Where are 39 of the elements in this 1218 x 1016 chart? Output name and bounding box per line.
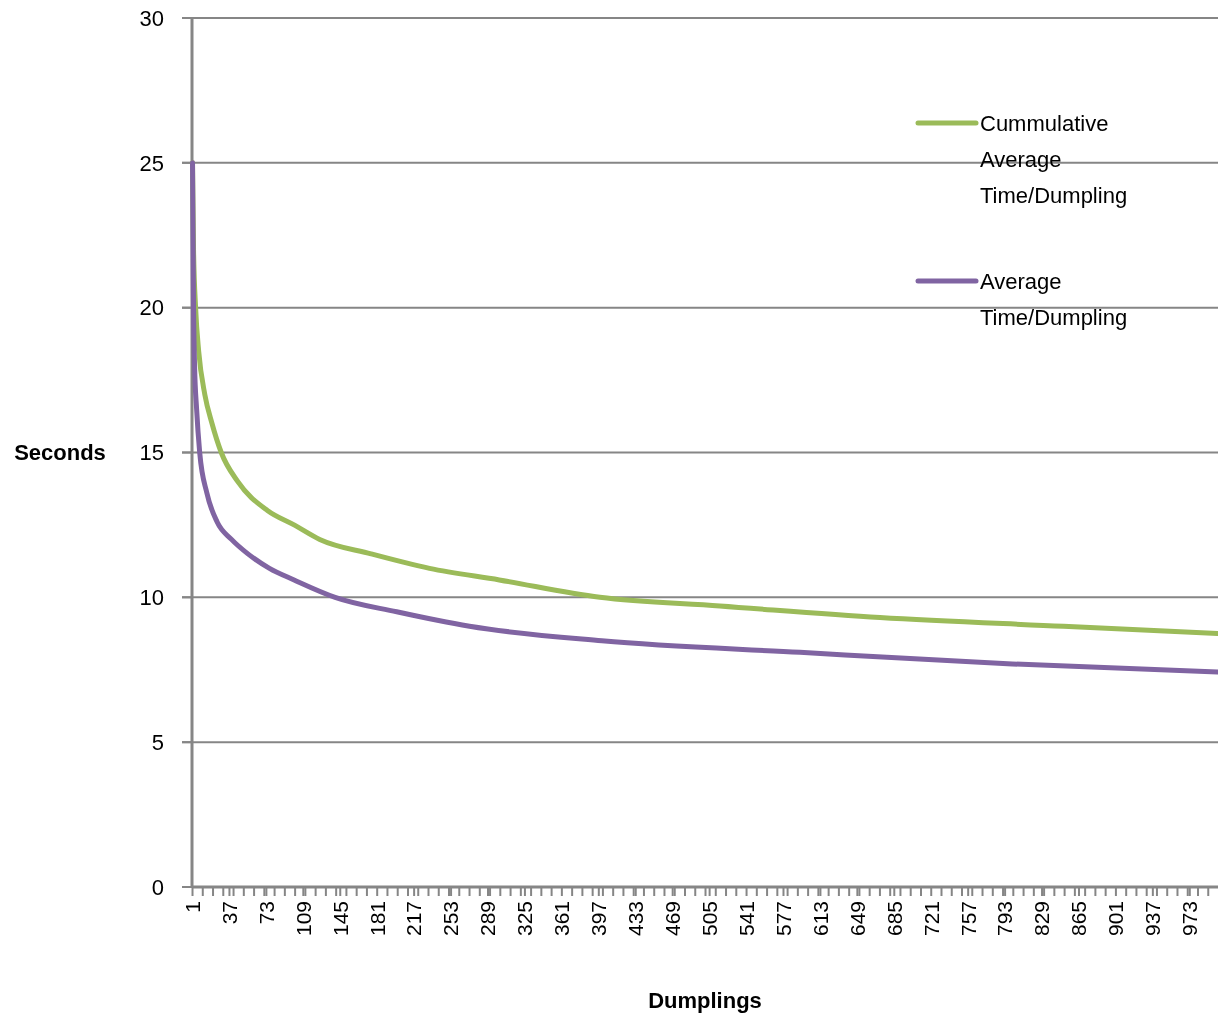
x-tick-label: 469 <box>661 901 685 937</box>
x-tick-label: 613 <box>808 901 832 937</box>
x-tick-label: 865 <box>1067 901 1091 937</box>
legend-label: Cummulative Average Time/Dumpling <box>980 110 1128 208</box>
y-tick-label: 10 <box>139 585 164 611</box>
x-tick-label: 325 <box>513 901 537 937</box>
x-tick-label: 109 <box>291 901 315 937</box>
x-tick-label: 505 <box>697 901 721 937</box>
y-tick-label: 5 <box>151 729 164 755</box>
y-tick-label: 25 <box>139 150 164 176</box>
x-tick-label: 217 <box>402 901 426 937</box>
x-tick-label: 361 <box>550 901 574 937</box>
x-tick-label: 757 <box>956 901 980 937</box>
x-tick-label: 793 <box>993 901 1017 937</box>
x-tick-label: 433 <box>624 901 648 937</box>
x-tick-label: 289 <box>476 901 500 937</box>
x-tick-label: 577 <box>771 901 795 937</box>
x-axis-title: Dumplings <box>648 987 762 1013</box>
y-tick-label: 30 <box>139 5 164 31</box>
y-axis-title: Seconds <box>14 440 106 466</box>
y-tick-label: 0 <box>151 874 164 900</box>
x-tick-label: 685 <box>882 901 906 937</box>
y-tick-label: 15 <box>139 440 164 466</box>
x-tick-label: 721 <box>919 901 943 937</box>
x-tick-label: 829 <box>1030 901 1054 937</box>
x-tick-label: 397 <box>587 901 611 937</box>
x-tick-label: 541 <box>734 901 758 937</box>
x-tick-label: 937 <box>1141 901 1165 937</box>
x-tick-label: 253 <box>439 901 463 937</box>
x-tick-label: 73 <box>254 901 278 925</box>
x-tick-label: 649 <box>845 901 869 937</box>
x-tick-label: 901 <box>1104 901 1128 937</box>
x-tick-label: 973 <box>1178 901 1202 937</box>
x-tick-label: 145 <box>328 901 352 937</box>
x-tick-label: 181 <box>365 901 389 937</box>
y-tick-label: 20 <box>139 295 164 321</box>
legend-label: Average Time/Dumpling <box>980 268 1128 330</box>
x-tick-label: 1 <box>180 901 204 913</box>
x-tick-label: 37 <box>217 901 241 925</box>
